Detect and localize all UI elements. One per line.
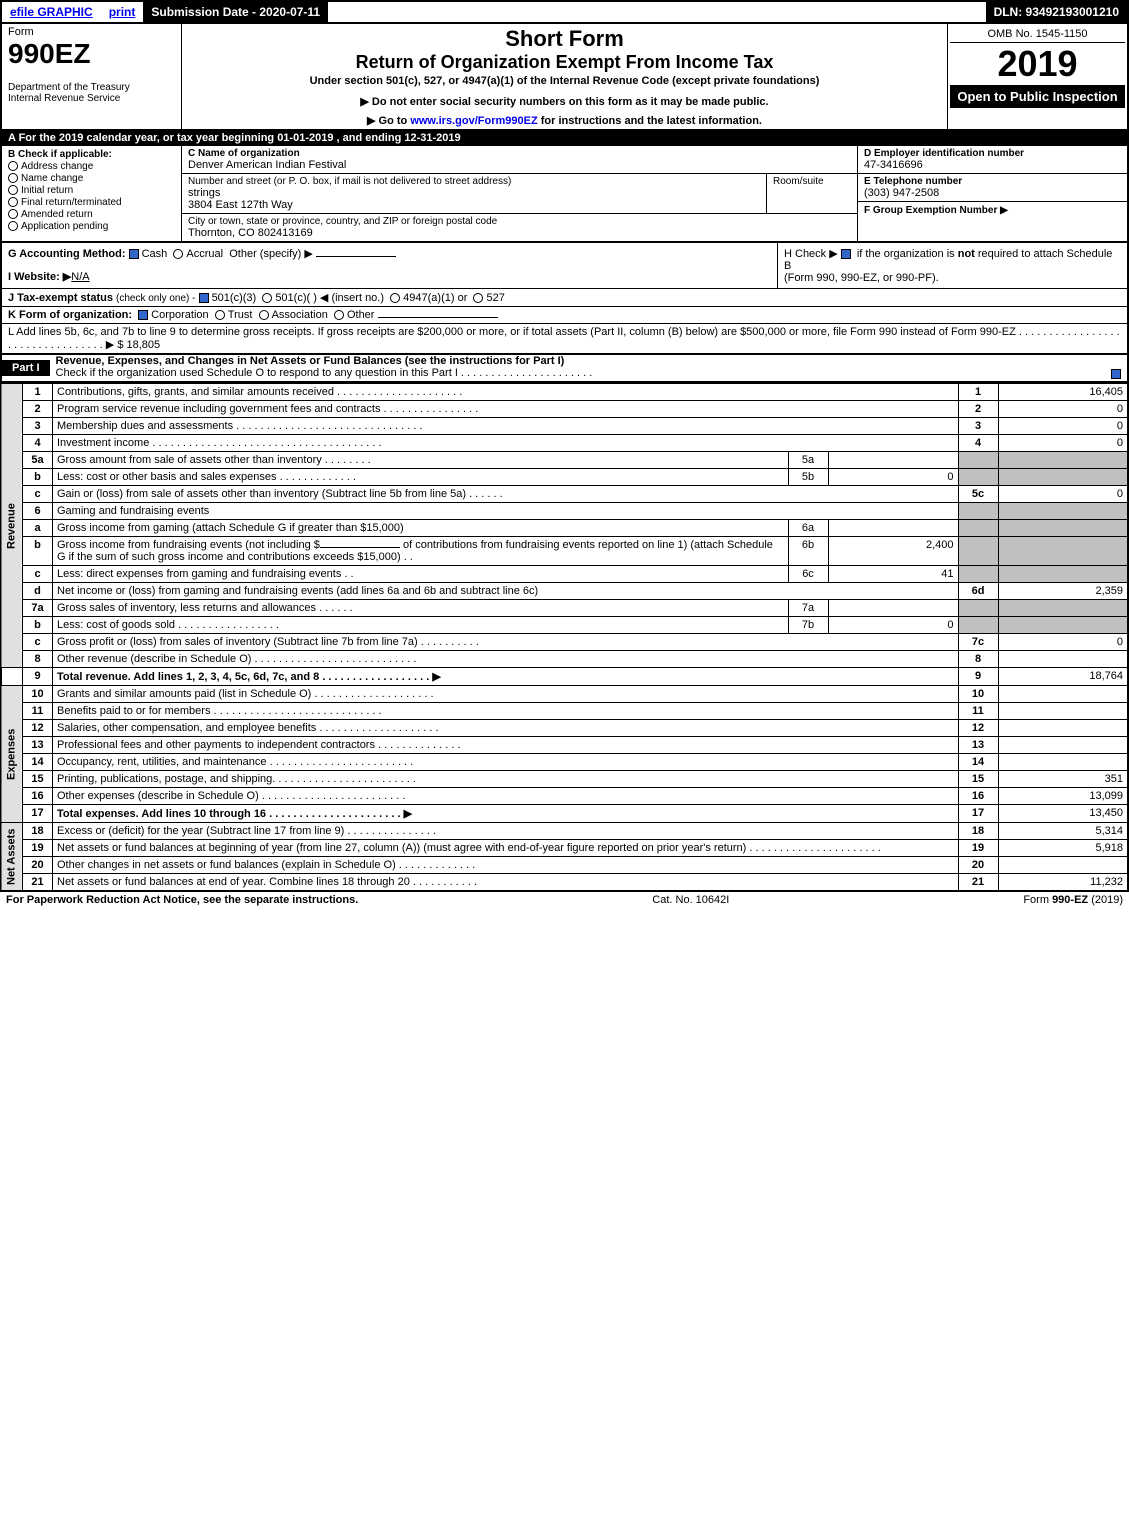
val-13: [998, 737, 1128, 754]
val-17: 13,450: [998, 805, 1128, 823]
val-3: 0: [998, 418, 1128, 435]
val-10: [998, 686, 1128, 703]
other-org-input[interactable]: [378, 317, 498, 318]
chk-other-org[interactable]: [334, 310, 344, 320]
part1-table: Revenue 1 Contributions, gifts, grants, …: [0, 383, 1129, 891]
title-return: Return of Organization Exempt From Incom…: [184, 52, 945, 73]
row-k: K Form of organization: Corporation Trus…: [0, 307, 1129, 324]
val-8: [998, 651, 1128, 668]
val-14: [998, 754, 1128, 771]
val-6a: [828, 520, 958, 537]
top-bar: efile GRAPHIC print Submission Date - 20…: [0, 0, 1129, 24]
chk-schedule-o[interactable]: [1111, 369, 1121, 379]
org-street: 3804 East 127th Way: [188, 199, 760, 211]
room-suite-label: Room/suite: [767, 174, 857, 213]
row-l: L Add lines 5b, 6c, and 7b to line 9 to …: [0, 324, 1129, 355]
org-name: Denver American Indian Festival: [188, 159, 851, 171]
side-expenses: Expenses: [1, 686, 23, 823]
entity-info: B Check if applicable: Address change Na…: [0, 146, 1129, 243]
chk-name-change[interactable]: [8, 173, 18, 183]
subtitle: Under section 501(c), 527, or 4947(a)(1)…: [184, 75, 945, 87]
org-name-block: C Name of organization Denver American I…: [182, 146, 857, 174]
val-20: [998, 857, 1128, 874]
val-11: [998, 703, 1128, 720]
val-6b: 2,400: [828, 537, 958, 566]
val-5a: [828, 452, 958, 469]
tax-year: 2019: [950, 43, 1125, 85]
title-short-form: Short Form: [184, 26, 945, 52]
val-18: 5,314: [998, 823, 1128, 840]
val-6d: 2,359: [998, 583, 1128, 600]
form-header: Form 990EZ Department of the Treasury In…: [0, 24, 1129, 130]
val-2: 0: [998, 401, 1128, 418]
val-9: 18,764: [998, 668, 1128, 686]
form-number: 990EZ: [8, 38, 175, 70]
row-j: J Tax-exempt status (check only one) - 5…: [0, 289, 1129, 307]
val-5c: 0: [998, 486, 1128, 503]
irs-link[interactable]: www.irs.gov/Form990EZ: [410, 115, 537, 127]
val-7b: 0: [828, 617, 958, 634]
gross-receipts: 18,805: [127, 339, 161, 351]
val-12: [998, 720, 1128, 737]
val-7a: [828, 600, 958, 617]
print-button[interactable]: print: [101, 2, 144, 22]
ssn-warning: ▶ Do not enter social security numbers o…: [184, 95, 945, 108]
chk-address-change[interactable]: [8, 161, 18, 171]
chk-527[interactable]: [473, 293, 483, 303]
footer-catno: Cat. No. 10642I: [652, 894, 729, 906]
chk-corporation[interactable]: [138, 310, 148, 320]
open-to-public: Open to Public Inspection: [950, 85, 1125, 108]
dept-line2: Internal Revenue Service: [8, 93, 175, 104]
side-revenue: Revenue: [1, 384, 23, 668]
val-15: 351: [998, 771, 1128, 788]
footer-left: For Paperwork Reduction Act Notice, see …: [6, 894, 358, 906]
phone: (303) 947-2508: [864, 187, 1121, 199]
group-exemption-label: F Group Exemption Number ▶: [864, 205, 1008, 216]
submission-date: Submission Date - 2020-07-11: [143, 2, 328, 22]
contrib-amount-input[interactable]: [320, 547, 400, 548]
chk-4947[interactable]: [390, 293, 400, 303]
val-5b: 0: [828, 469, 958, 486]
form-word: Form: [8, 26, 175, 38]
goto-line: ▶ Go to www.irs.gov/Form990EZ for instru…: [184, 114, 945, 127]
chk-501c3[interactable]: [199, 293, 209, 303]
period-bar: A For the 2019 calendar year, or tax yea…: [0, 130, 1129, 146]
chk-cash[interactable]: [129, 249, 139, 259]
val-4: 0: [998, 435, 1128, 452]
val-16: 13,099: [998, 788, 1128, 805]
row-g-h: G Accounting Method: Cash Accrual Other …: [0, 243, 1129, 289]
val-21: 11,232: [998, 874, 1128, 891]
side-netassets: Net Assets: [1, 823, 23, 891]
part1-header: Part I Revenue, Expenses, and Changes in…: [0, 355, 1129, 383]
chk-trust[interactable]: [215, 310, 225, 320]
right-info: D Employer identification number 47-3416…: [857, 146, 1127, 241]
section-b: B Check if applicable: Address change Na…: [2, 146, 182, 241]
dept-line1: Department of the Treasury: [8, 82, 175, 93]
chk-schedule-b[interactable]: [841, 249, 851, 259]
chk-initial-return[interactable]: [8, 185, 18, 195]
chk-final-return[interactable]: [8, 197, 18, 207]
page-footer: For Paperwork Reduction Act Notice, see …: [0, 891, 1129, 908]
footer-right: Form 990-EZ (2019): [1023, 894, 1123, 906]
chk-501c[interactable]: [262, 293, 272, 303]
val-1: 16,405: [998, 384, 1128, 401]
org-city: Thornton, CO 802413169: [188, 227, 851, 239]
chk-accrual[interactable]: [173, 249, 183, 259]
val-7c: 0: [998, 634, 1128, 651]
val-6c: 41: [828, 566, 958, 583]
val-19: 5,918: [998, 840, 1128, 857]
omb-number: OMB No. 1545-1150: [950, 26, 1125, 43]
chk-application-pending[interactable]: [8, 221, 18, 231]
chk-amended[interactable]: [8, 209, 18, 219]
efile-button[interactable]: efile GRAPHIC: [2, 2, 101, 22]
dln: DLN: 93492193001210: [986, 2, 1127, 22]
website: N/A: [71, 271, 89, 283]
ein: 47-3416696: [864, 159, 1121, 171]
chk-association[interactable]: [259, 310, 269, 320]
other-accounting-input[interactable]: [316, 256, 396, 257]
